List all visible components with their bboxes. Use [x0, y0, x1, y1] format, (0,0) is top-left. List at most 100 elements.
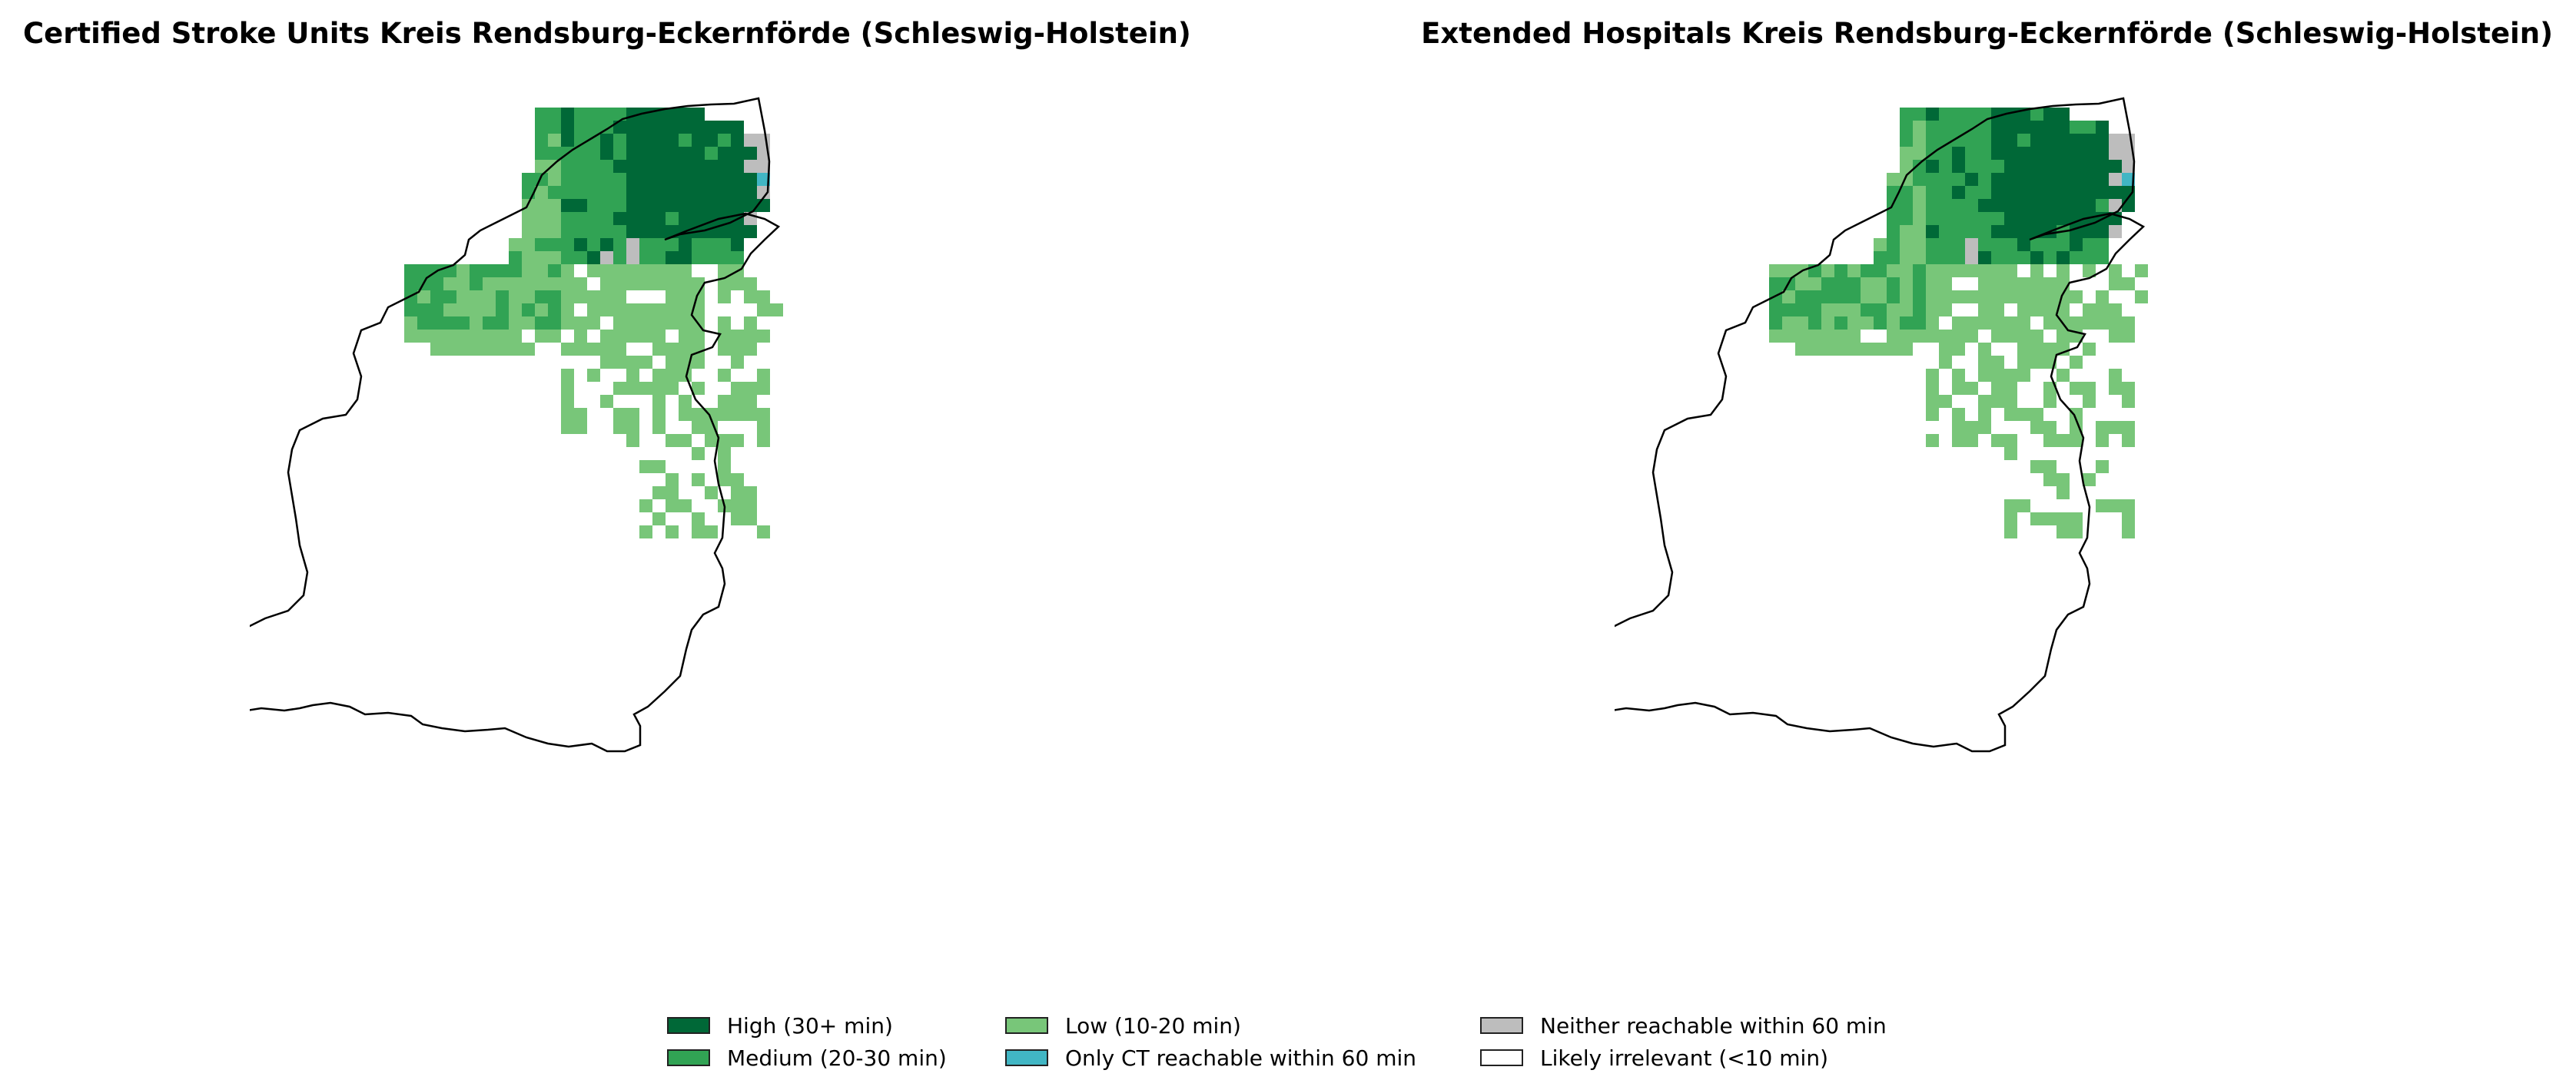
travel-time-cell — [600, 290, 613, 303]
travel-time-cell — [1965, 186, 1978, 199]
travel-time-cell — [2109, 160, 2122, 173]
travel-time-cell — [731, 343, 744, 356]
travel-time-cell — [470, 277, 483, 290]
travel-time-cell — [1952, 434, 1965, 447]
travel-time-cell — [2043, 108, 2056, 121]
travel-time-cell — [2135, 290, 2148, 303]
travel-time-cell — [1821, 316, 1834, 330]
travel-time-cell — [1874, 238, 1887, 251]
travel-time-cell — [456, 277, 470, 290]
travel-time-cell — [731, 395, 744, 408]
travel-time-cell — [2017, 212, 2030, 225]
travel-time-cell — [666, 147, 679, 160]
travel-time-cell — [2122, 525, 2135, 538]
travel-time-cell — [2056, 134, 2070, 147]
travel-time-cell — [2017, 356, 2030, 369]
travel-time-cell — [2083, 173, 2096, 186]
travel-time-cell — [600, 330, 613, 343]
travel-time-cell — [2043, 290, 2056, 303]
travel-time-cell — [1900, 121, 1913, 134]
travel-time-cell — [1926, 277, 1939, 290]
travel-time-cell — [1834, 330, 1847, 343]
travel-time-cell — [470, 316, 483, 330]
travel-time-cell — [443, 330, 456, 343]
travel-time-cell — [639, 186, 652, 199]
travel-time-cell — [2070, 173, 2083, 186]
travel-time-cell — [2043, 421, 2056, 434]
travel-time-cell — [1782, 290, 1795, 303]
travel-time-cell — [509, 316, 522, 330]
travel-time-cell — [587, 316, 600, 330]
travel-time-cell — [1991, 212, 2004, 225]
travel-time-cell — [430, 330, 443, 343]
travel-time-cell — [718, 316, 731, 330]
travel-time-cell — [2070, 525, 2083, 538]
travel-time-cell — [718, 186, 731, 199]
travel-time-cell — [2017, 303, 2030, 316]
travel-time-cell — [626, 303, 639, 316]
travel-time-cell — [613, 173, 626, 186]
legend-swatch-irrelevant — [1480, 1049, 1523, 1066]
travel-time-cell — [639, 356, 652, 369]
travel-time-cell — [639, 225, 652, 238]
travel-time-cell — [1965, 264, 1978, 277]
travel-time-cell — [404, 330, 417, 343]
travel-time-cell — [1952, 369, 1965, 382]
travel-time-cell — [509, 277, 522, 290]
travel-time-cell — [1952, 186, 1965, 199]
travel-time-cell — [2083, 395, 2096, 408]
travel-time-cell — [548, 212, 561, 225]
travel-time-cell — [561, 238, 574, 251]
travel-time-cell — [1900, 160, 1913, 173]
left-district-map — [250, 97, 783, 753]
legend-swatch-ct-only — [1005, 1049, 1048, 1066]
travel-time-cell — [561, 316, 574, 330]
travel-time-cell — [1978, 108, 1991, 121]
travel-time-cell — [2083, 147, 2096, 160]
travel-time-cell — [417, 303, 430, 316]
travel-time-cell — [483, 330, 496, 343]
travel-time-cell — [731, 499, 744, 512]
travel-time-cell — [2083, 343, 2096, 356]
travel-time-cell — [1926, 108, 1939, 121]
travel-time-cell — [692, 277, 705, 290]
left-travel-time-cells — [404, 108, 783, 538]
travel-time-cell — [2056, 277, 2070, 290]
travel-time-cell — [2004, 316, 2017, 330]
travel-time-cell — [613, 343, 626, 356]
travel-time-cell — [731, 121, 744, 134]
travel-time-cell — [1939, 290, 1952, 303]
travel-time-cell — [2030, 343, 2043, 356]
travel-time-cell — [679, 290, 692, 303]
travel-time-cell — [1913, 212, 1926, 225]
travel-time-cell — [1847, 330, 1861, 343]
travel-time-cell — [1900, 303, 1913, 316]
travel-time-cell — [1978, 225, 1991, 238]
travel-time-cell — [1808, 316, 1821, 330]
travel-time-cell — [2017, 251, 2030, 264]
travel-time-cell — [1808, 330, 1821, 343]
travel-time-cell — [744, 290, 757, 303]
travel-time-cell — [1939, 330, 1952, 343]
left-district-outline — [250, 97, 781, 753]
travel-time-cell — [666, 238, 679, 251]
travel-time-cell — [561, 108, 574, 121]
travel-time-cell — [626, 121, 639, 134]
travel-time-cell — [2043, 343, 2056, 356]
travel-time-cell — [2043, 434, 2056, 447]
travel-time-cell — [744, 173, 757, 186]
travel-time-cell — [1978, 251, 1991, 264]
travel-time-cell — [1821, 343, 1834, 356]
travel-time-cell — [470, 343, 483, 356]
travel-time-cell — [1978, 316, 1991, 330]
travel-time-cell — [2017, 225, 2030, 238]
travel-time-cell — [705, 173, 718, 186]
travel-time-cell — [561, 382, 574, 395]
travel-time-cell — [626, 434, 639, 447]
travel-time-cell — [1913, 108, 1926, 121]
travel-time-cell — [496, 290, 509, 303]
travel-time-cell — [2096, 303, 2109, 316]
travel-time-cell — [652, 186, 666, 199]
travel-time-cell — [718, 447, 731, 460]
travel-time-cell — [2043, 473, 2056, 486]
